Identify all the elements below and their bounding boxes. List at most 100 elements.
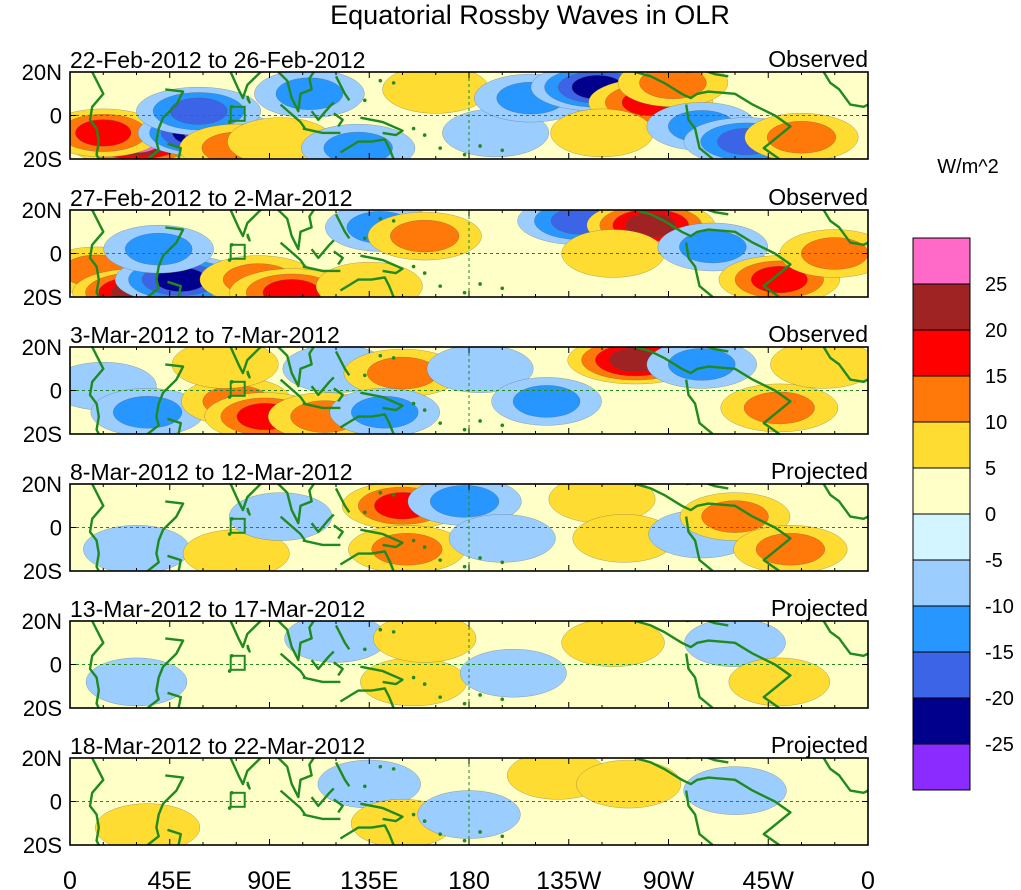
island bbox=[391, 630, 396, 634]
anomaly-blob bbox=[136, 86, 262, 136]
panels: 20N 0 20S 22-Feb-2012 to 26-Feb-2012 Observe… bbox=[22, 46, 869, 858]
reference-box bbox=[229, 105, 246, 122]
anomaly-blob bbox=[95, 803, 201, 845]
contour-level bbox=[112, 396, 183, 429]
coastline bbox=[360, 254, 404, 275]
panel-date-range: 3-Mar-2012 to 7-Mar-2012 bbox=[70, 322, 340, 348]
island bbox=[411, 401, 416, 406]
coastline bbox=[88, 72, 105, 159]
coastline bbox=[279, 789, 306, 816]
contour-level bbox=[95, 803, 201, 845]
colorbar-units: W/m^2 bbox=[937, 156, 999, 178]
reference-box bbox=[229, 243, 246, 260]
y-tick-label: 20N bbox=[22, 335, 62, 360]
anomaly-blob bbox=[720, 383, 839, 433]
island bbox=[363, 98, 367, 103]
coastline bbox=[822, 347, 868, 383]
y-tick-label: 20N bbox=[22, 198, 62, 223]
colorbar-swatch bbox=[912, 283, 971, 331]
island bbox=[478, 693, 482, 697]
colorbar-label: -25 bbox=[985, 734, 1014, 756]
coastline bbox=[822, 758, 868, 794]
y-tick-label: 20S bbox=[23, 833, 62, 858]
panel-2: 20N 0 20S 27-Feb-2012 to 2-Mar-2012 Observed bbox=[22, 184, 869, 310]
panel-status: Observed bbox=[768, 184, 868, 210]
coastline bbox=[196, 347, 315, 388]
anomaly-blob bbox=[561, 621, 665, 667]
colorbar-label: -20 bbox=[985, 688, 1014, 710]
coastline bbox=[246, 370, 251, 379]
plot-area bbox=[70, 621, 868, 708]
coastline bbox=[339, 687, 395, 708]
island bbox=[500, 148, 505, 153]
island bbox=[411, 812, 416, 817]
colorbar-swatch bbox=[912, 605, 971, 653]
coastline bbox=[302, 402, 341, 410]
y-tick-label: 0 bbox=[50, 242, 62, 267]
coastline bbox=[279, 241, 306, 268]
island bbox=[478, 830, 482, 834]
coastline bbox=[196, 758, 315, 799]
colorbar-label: 20 bbox=[985, 320, 1007, 342]
panel-5: 20N 0 20S 13-Mar-2012 to 17-Mar-2012 Project… bbox=[22, 595, 869, 721]
coastline bbox=[686, 210, 729, 216]
island bbox=[378, 627, 383, 632]
coastline bbox=[685, 790, 714, 845]
coastline bbox=[279, 103, 306, 130]
island bbox=[391, 493, 396, 497]
island bbox=[500, 834, 505, 839]
anomaly-blob bbox=[367, 211, 482, 261]
colorbar-label: 15 bbox=[985, 366, 1007, 388]
panel-date-range: 22-Feb-2012 to 26-Feb-2012 bbox=[70, 47, 365, 73]
coastline bbox=[686, 72, 729, 78]
reference-box bbox=[229, 791, 246, 808]
y-tick-label: 0 bbox=[50, 653, 62, 678]
island bbox=[391, 767, 396, 771]
coastline bbox=[334, 213, 351, 239]
island bbox=[438, 146, 442, 150]
coastline bbox=[167, 142, 182, 159]
plot-area bbox=[70, 210, 868, 297]
island bbox=[462, 290, 467, 295]
island bbox=[500, 286, 505, 291]
island bbox=[378, 490, 383, 495]
coastline bbox=[196, 72, 315, 113]
contour-level bbox=[262, 279, 321, 297]
island bbox=[411, 538, 416, 543]
panel-date-range: 18-Mar-2012 to 22-Mar-2012 bbox=[70, 733, 365, 759]
anomaly-blob bbox=[182, 529, 290, 571]
coastline bbox=[146, 226, 185, 297]
coastline bbox=[685, 379, 714, 434]
island bbox=[422, 133, 427, 137]
island bbox=[422, 682, 427, 686]
coastline bbox=[360, 528, 404, 549]
coastline bbox=[334, 487, 351, 513]
coastline bbox=[686, 758, 729, 764]
island bbox=[378, 764, 383, 769]
island bbox=[500, 423, 505, 428]
coastline bbox=[685, 104, 714, 159]
panel-ticks bbox=[69, 209, 869, 298]
coastline bbox=[310, 239, 335, 260]
contour-level bbox=[770, 347, 868, 389]
colorbar-swatch bbox=[912, 559, 971, 607]
coastline bbox=[88, 347, 105, 434]
coastline bbox=[334, 761, 351, 787]
y-tick-label: 20N bbox=[22, 746, 62, 771]
x-tick-label: 45E bbox=[148, 867, 192, 890]
coastline bbox=[686, 621, 729, 627]
contour-level bbox=[561, 229, 665, 278]
anomaly-blob bbox=[576, 759, 682, 809]
panel-ticks bbox=[69, 71, 869, 160]
anomaly-blob bbox=[448, 514, 556, 563]
coastline bbox=[246, 507, 251, 516]
island bbox=[363, 510, 367, 515]
anomaly-blob bbox=[348, 525, 466, 571]
plot-area bbox=[70, 484, 868, 571]
island bbox=[438, 284, 442, 288]
colorbar-swatch bbox=[912, 513, 971, 561]
anomaly-blob bbox=[85, 657, 188, 707]
island bbox=[438, 695, 442, 699]
island bbox=[462, 427, 467, 432]
contour-level bbox=[366, 356, 439, 390]
